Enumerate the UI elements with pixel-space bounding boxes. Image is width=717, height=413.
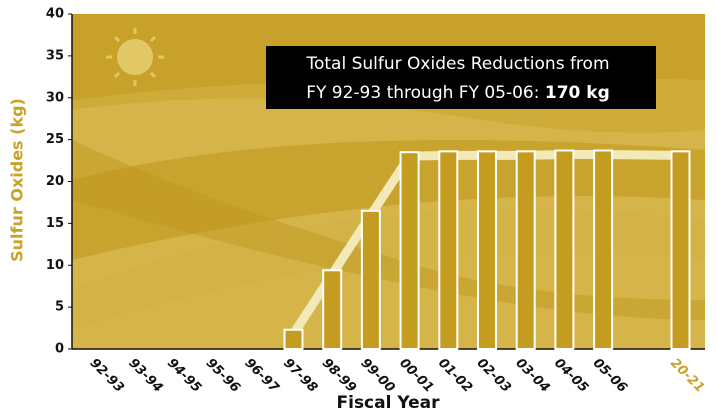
y-tick-label: 25 [46,132,64,147]
y-axis-label: Sulfur Oxides (kg) [8,98,27,262]
bar [399,151,420,350]
annotation-line: Total Sulfur Oxides Reductions from [305,54,609,74]
x-tick-label: 96-97 [241,356,282,397]
y-tick-label: 30 [46,90,64,105]
x-tick-label: 05-06 [590,356,630,396]
x-tick-label: 04-05 [551,356,591,396]
bar [322,269,343,350]
x-axis-label: Fiscal Year [337,393,441,413]
annotation-line: FY 92-93 through FY 05-06: 170 kg [306,83,610,103]
x-tick-label: 92-93 [87,356,127,396]
y-tick-label: 5 [55,300,64,315]
annotation-text: FY 92-93 through FY 05-06: [306,83,545,103]
y-tick-label: 15 [46,216,64,231]
bar [360,209,381,350]
bar [670,150,691,350]
annotation-total: 170 kg [545,83,610,103]
y-tick-label: 35 [46,48,64,63]
y-tick-label: 0 [55,342,64,357]
bar [554,149,575,350]
annotation-box [266,46,656,109]
x-tick-label: 03-04 [512,356,552,396]
bar [515,150,536,350]
bar [593,149,614,350]
trend-line [289,150,681,337]
y-tick-label: 40 [46,7,64,22]
bar [283,328,304,350]
y-tick-label: 10 [46,258,64,273]
bar [477,150,497,350]
x-tick-label: 95-96 [203,356,243,396]
bar [438,150,459,350]
x-tick-label: 94-95 [164,356,204,396]
x-tick-label: 93-94 [125,356,165,396]
y-tick-label: 20 [46,174,64,189]
x-tick-label: 97-98 [280,356,320,396]
x-tick-label: 01-02 [435,356,475,396]
x-tick-label: 00-01 [396,356,436,396]
x-tick-label: 98-99 [319,356,359,396]
x-tick-label: 20-21 [667,356,707,396]
x-tick-label: 02-03 [474,356,514,396]
x-tick-label: 99-00 [358,356,398,396]
